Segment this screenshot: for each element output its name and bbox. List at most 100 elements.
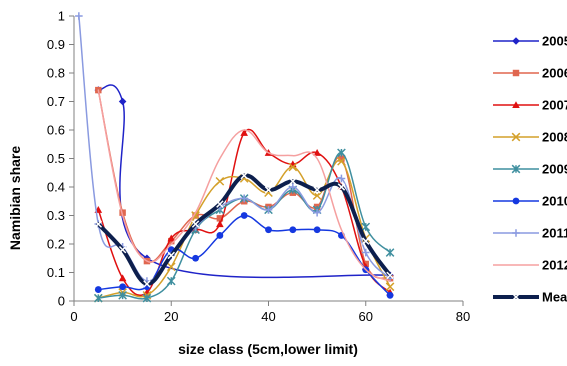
legend-item-2005: 2005 [493, 34, 567, 49]
data-point-2008 [166, 262, 176, 272]
legend-label-mean: Mean [542, 290, 567, 305]
data-point-mean [264, 186, 273, 194]
series-line-2006 [97, 89, 391, 279]
data-point-2006 [216, 215, 224, 222]
legend-item-2011: 2011 [493, 226, 567, 241]
legend-item-2010: 2010 [493, 194, 567, 209]
data-point-mean [143, 280, 151, 288]
x-tick-label: 0 [70, 309, 77, 324]
legend-marker-2006 [512, 69, 520, 77]
legend-item-2006: 2006 [493, 66, 567, 81]
y-axis-title: Namibian share [7, 146, 23, 250]
data-point-2009 [142, 293, 152, 303]
data-point-2009 [385, 248, 395, 257]
data-point-2005 [118, 97, 127, 106]
legend-item-2009: 2009 [493, 162, 567, 177]
data-point-2010 [94, 286, 102, 294]
y-tick-label: 0 [58, 294, 65, 309]
legend-label-2010: 2010 [542, 194, 567, 209]
legend-label-2011: 2011 [542, 226, 567, 241]
series-mean [94, 171, 394, 288]
x-axis-title: size class (5cm,lower limit) [178, 341, 358, 357]
data-point-2011 [289, 183, 297, 191]
data-point-mean [337, 183, 346, 191]
series-2010 [94, 212, 394, 299]
legend-item-mean: Mean [493, 290, 567, 305]
legend-item-2007: 2007 [493, 98, 567, 113]
data-point-mean [191, 220, 200, 228]
axes: 0 0.1 0.2 0.3 0.4 0.5 0.6 0.7 0.8 0.9 1 0 20 40 60 80 [47, 9, 470, 325]
data-point-2010 [265, 226, 272, 234]
data-point-2010 [192, 254, 199, 262]
y-tick-label: 0.2 [47, 237, 65, 252]
y-tick-label: 0.9 [47, 37, 65, 52]
data-point-2006 [119, 209, 126, 216]
data-point-mean [216, 200, 224, 208]
legend-label-2008: 2008 [542, 130, 567, 145]
data-point-2008 [215, 176, 225, 186]
data-point-2011 [313, 208, 321, 217]
legend-marker-2009 [511, 164, 521, 174]
data-point-mean [94, 220, 103, 228]
data-point-2008 [288, 162, 298, 172]
data-point-2011 [337, 174, 346, 183]
data-point-mean [167, 251, 175, 260]
x-tick-label: 60 [359, 309, 373, 324]
data-point-2010 [289, 226, 297, 234]
data-point-2007 [118, 274, 127, 282]
data-point-2011 [361, 248, 370, 257]
y-tick-label: 0.4 [47, 180, 65, 195]
data-point-2009 [118, 290, 127, 300]
legend-label-2009: 2009 [542, 162, 567, 177]
legend-item-2008: 2008 [493, 130, 567, 145]
data-point-2009 [361, 222, 371, 232]
legend-marker-2008 [511, 132, 521, 142]
y-tick-label: 1 [58, 9, 65, 24]
data-point-2011 [264, 206, 273, 214]
data-point-2010 [386, 291, 394, 299]
data-point-2009 [166, 276, 176, 286]
legend-marker-2011 [512, 229, 520, 237]
data-point-2010 [240, 212, 248, 219]
series-layer [75, 12, 395, 303]
data-point-2007 [216, 220, 224, 228]
y-tick-label: 0.3 [47, 208, 65, 223]
series-2012 [97, 89, 391, 282]
data-point-mean [289, 177, 297, 186]
y-tick-label: 0.7 [47, 94, 65, 109]
y-tick-label: 0.6 [47, 123, 65, 138]
legend-marker-2007 [512, 101, 520, 109]
data-point-2010 [119, 283, 127, 291]
data-point-2007 [240, 129, 248, 136]
x-tick-label: 40 [261, 309, 275, 324]
y-tick-label: 0.1 [47, 265, 65, 280]
legend-label-2005: 2005 [542, 34, 567, 49]
data-point-mean [386, 271, 394, 280]
series-line-2011 [78, 15, 391, 282]
data-point-2009 [93, 293, 103, 303]
data-point-2007 [167, 234, 176, 242]
data-point-2007 [313, 149, 321, 156]
series-line-2012 [97, 89, 391, 282]
x-tick-label: 20 [164, 309, 178, 324]
series-line-2005 [97, 84, 391, 279]
legend-marker-2010 [512, 197, 520, 205]
legend-label-2006: 2006 [542, 66, 567, 81]
legend-marker-2005 [512, 37, 520, 45]
series-line-mean [96, 173, 393, 286]
data-point-mean [313, 186, 321, 194]
y-tick-label: 0.5 [47, 151, 65, 166]
data-point-2010 [313, 226, 321, 234]
data-point-2009 [337, 148, 346, 158]
data-point-mean [362, 237, 370, 245]
x-tick-label: 80 [456, 309, 470, 324]
data-point-mean [118, 245, 127, 254]
data-point-2011 [75, 12, 83, 20]
legend-label-2007: 2007 [542, 98, 567, 113]
data-point-2006 [338, 155, 345, 162]
